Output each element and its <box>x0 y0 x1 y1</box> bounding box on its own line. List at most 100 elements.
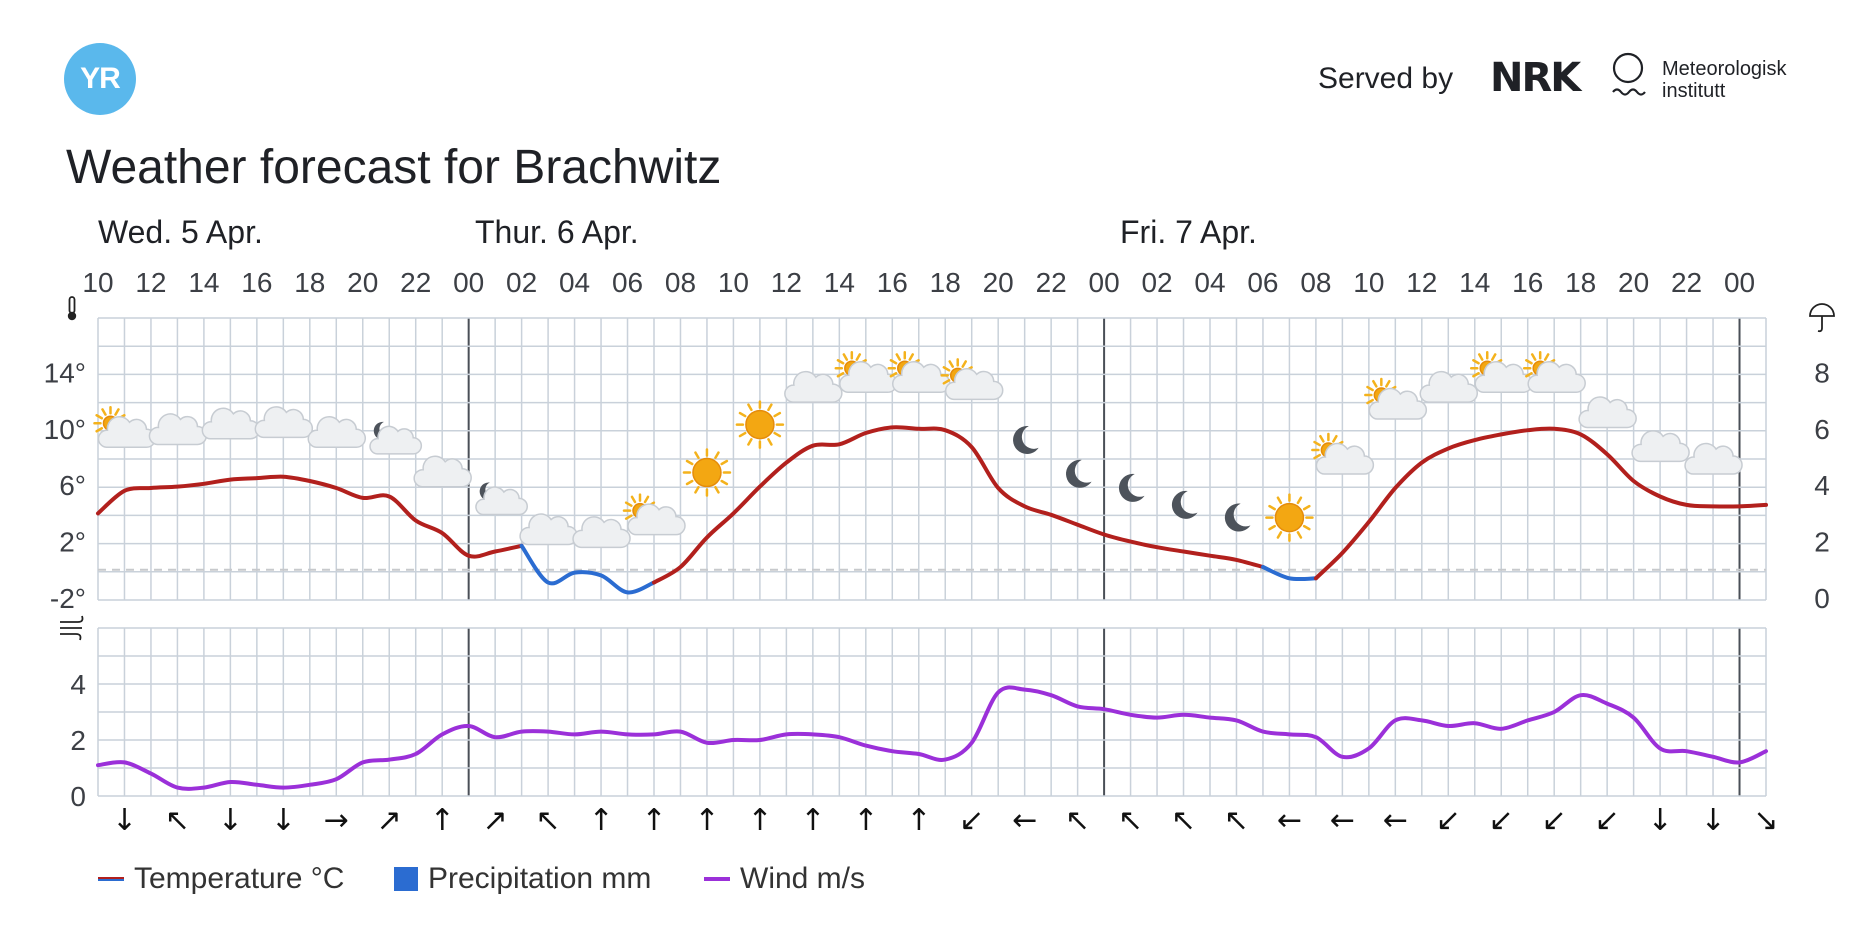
hour-tick-label: 16 <box>241 267 272 298</box>
sun-ray <box>1276 531 1283 539</box>
cloud-shape <box>1631 430 1690 463</box>
cloud-shape <box>475 486 528 516</box>
sun-ray <box>95 427 104 433</box>
sun-ray <box>1268 524 1276 531</box>
moon-shape <box>1171 490 1198 519</box>
partly-sunny-cloud-icon <box>622 493 686 536</box>
temperature-tick-label: 6° <box>59 470 86 501</box>
wind-direction-arrow: → <box>324 803 349 838</box>
wind-direction-arrow: ↖ <box>536 803 561 838</box>
precipitation-swatch <box>394 867 418 891</box>
cloud-icon <box>201 407 261 440</box>
hour-tick-label: 14 <box>824 267 855 298</box>
sun-ray <box>643 495 650 504</box>
cloud-shape <box>944 368 1004 401</box>
wind-direction-arrow: ↑ <box>588 803 613 838</box>
page-title: Weather forecast for Brachwitz <box>66 141 722 194</box>
hour-tick-label: 00 <box>453 267 484 298</box>
met-logo-text[interactable]: Meteorologisk institutt <box>1662 58 1787 102</box>
hour-tick-label: 12 <box>1406 267 1437 298</box>
nrk-logo[interactable]: NRK <box>1490 55 1581 101</box>
sun-ray <box>1296 531 1303 539</box>
cloud-shape <box>413 455 472 488</box>
hour-tick-label: 16 <box>877 267 908 298</box>
hour-tick-label: 02 <box>506 267 537 298</box>
wind-direction-arrow: ↑ <box>853 803 878 838</box>
wind-direction-arrow: ↖ <box>1118 803 1143 838</box>
hour-tick-label: 20 <box>1618 267 1649 298</box>
hour-tick-label: 22 <box>1036 267 1067 298</box>
sun-ray <box>1313 453 1321 460</box>
cloud-shape <box>1684 442 1743 475</box>
hour-tick-label: 20 <box>347 267 378 298</box>
wind-direction-arrow: ↙ <box>1436 803 1461 838</box>
cloud-icon <box>1684 442 1743 475</box>
sun-ray <box>1313 440 1321 447</box>
sun-ray <box>714 451 720 460</box>
temperature-tick-label: -2° <box>50 583 86 614</box>
day-label-fri: Fri. 7 Apr. <box>1120 214 1257 250</box>
temperature-line-warm <box>96 474 524 559</box>
wind-direction-arrow: ↖ <box>1065 803 1090 838</box>
hour-tick-label: 20 <box>983 267 1014 298</box>
moon-icon <box>1118 473 1145 502</box>
partly-sunny-cloud-icon <box>1522 351 1586 394</box>
wind-direction-arrow: ← <box>1012 803 1037 838</box>
legend-wind-label: Wind m/s <box>740 862 866 895</box>
sun-ray <box>747 438 753 446</box>
wind-direction-arrow: ↖ <box>165 803 190 838</box>
sun-ray <box>1366 385 1374 392</box>
moon-icon <box>1066 459 1092 488</box>
thermometer-icon <box>67 296 77 321</box>
cloud-shape <box>307 416 367 449</box>
sun-ray <box>1366 398 1374 405</box>
hour-tick-label: 10 <box>1353 267 1384 298</box>
partly-sunny-cloud-icon <box>887 351 951 394</box>
wind-direction-arrow: ↑ <box>641 803 666 838</box>
sun-ray <box>114 408 120 416</box>
hour-tick-label: 06 <box>1247 267 1278 298</box>
sun-ray <box>1296 496 1303 505</box>
yr-logo[interactable]: YR <box>64 43 136 115</box>
moon-icon <box>1171 490 1198 519</box>
hour-tick-label: 10 <box>82 267 113 298</box>
hour-tick-label: 12 <box>771 267 802 298</box>
wind-direction-arrow: ↙ <box>959 803 984 838</box>
cloud-shape <box>148 413 208 446</box>
day-label-thu: Thur. 6 Apr. <box>475 214 639 250</box>
wind-direction-arrow: ↓ <box>112 803 137 838</box>
precipitation-tick-label: 8 <box>1814 357 1830 388</box>
hour-tick-label: 14 <box>1459 267 1490 298</box>
legend-temperature: Temperature °C <box>98 862 344 896</box>
sun-ray <box>714 485 720 494</box>
cloud-shape <box>519 513 578 546</box>
sun-ray <box>942 366 951 372</box>
cloud-shape <box>572 516 631 549</box>
precipitation-tick-label: 0 <box>1814 583 1830 614</box>
sun-ray <box>1543 353 1550 361</box>
cloud-shape <box>1419 370 1479 403</box>
sun-ray <box>1385 379 1391 388</box>
moon-shape <box>1013 425 1039 454</box>
sun-ray <box>855 353 862 361</box>
umbrella-icon <box>1809 303 1835 333</box>
hour-tick-label: 08 <box>1300 267 1331 298</box>
sun-ray <box>720 459 729 466</box>
sun-ray <box>1490 353 1497 361</box>
precipitation-tick-label: 2 <box>1814 527 1830 558</box>
hour-tick-label: 04 <box>1194 267 1225 298</box>
partly-sunny-cloud-icon <box>940 358 1004 401</box>
sun-ray <box>767 438 773 446</box>
partly-sunny-cloud-icon <box>834 351 898 394</box>
wind-line <box>96 685 1768 791</box>
sun-icon <box>1265 493 1314 542</box>
sun-ray <box>1525 372 1533 378</box>
sun-ray <box>773 411 782 418</box>
cloud-icon <box>1631 430 1690 463</box>
sun-disc <box>1274 502 1305 533</box>
sun-ray <box>1472 359 1480 365</box>
sun-icon <box>682 448 732 497</box>
sun-ray <box>1477 353 1484 361</box>
